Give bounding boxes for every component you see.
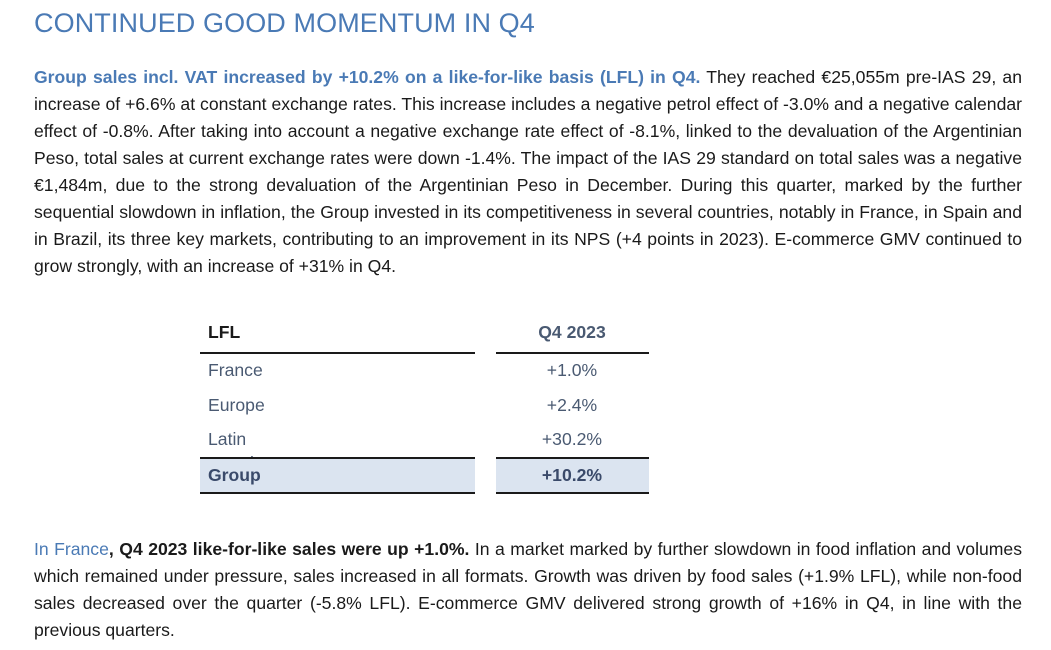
group-row-bg-right bbox=[496, 458, 649, 492]
row-latin-america-value: +30.2% bbox=[541, 429, 603, 449]
group-rule-bottom-left bbox=[200, 492, 475, 494]
group-label: Group bbox=[208, 465, 261, 485]
france-body: In a market marked by further slowdown i… bbox=[34, 539, 1022, 640]
group-rule-top-right bbox=[496, 457, 649, 459]
group-row-bg-left bbox=[200, 458, 475, 492]
page-title: CONTINUED GOOD MOMENTUM IN Q4 bbox=[34, 8, 535, 38]
row-europe-value: +2.4% bbox=[546, 395, 598, 415]
intro-paragraph: Group sales incl. VAT increased by +10.2… bbox=[34, 64, 1022, 280]
group-rule-bottom-right bbox=[496, 492, 649, 494]
intro-body: They reached €25,055m pre-IAS 29, an inc… bbox=[34, 67, 1022, 276]
header-rule-left bbox=[200, 352, 475, 354]
header-rule-right bbox=[496, 352, 649, 354]
france-paragraph: In France, Q4 2023 like-for-like sales w… bbox=[34, 536, 1022, 644]
row-europe-label: Europe bbox=[208, 395, 265, 415]
group-value: +10.2% bbox=[541, 465, 603, 485]
intro-lead: Group sales incl. VAT increased by +10.2… bbox=[34, 67, 701, 87]
france-lead: In France bbox=[34, 539, 109, 559]
row-france-label: France bbox=[208, 360, 263, 380]
header-q4-2023: Q4 2023 bbox=[538, 322, 606, 342]
france-bold: , Q4 2023 like-for-like sales were up +1… bbox=[108, 539, 470, 559]
row-france-value: +1.0% bbox=[546, 360, 598, 380]
group-rule-top-left bbox=[200, 457, 475, 459]
header-lfl: LFL bbox=[208, 322, 241, 342]
